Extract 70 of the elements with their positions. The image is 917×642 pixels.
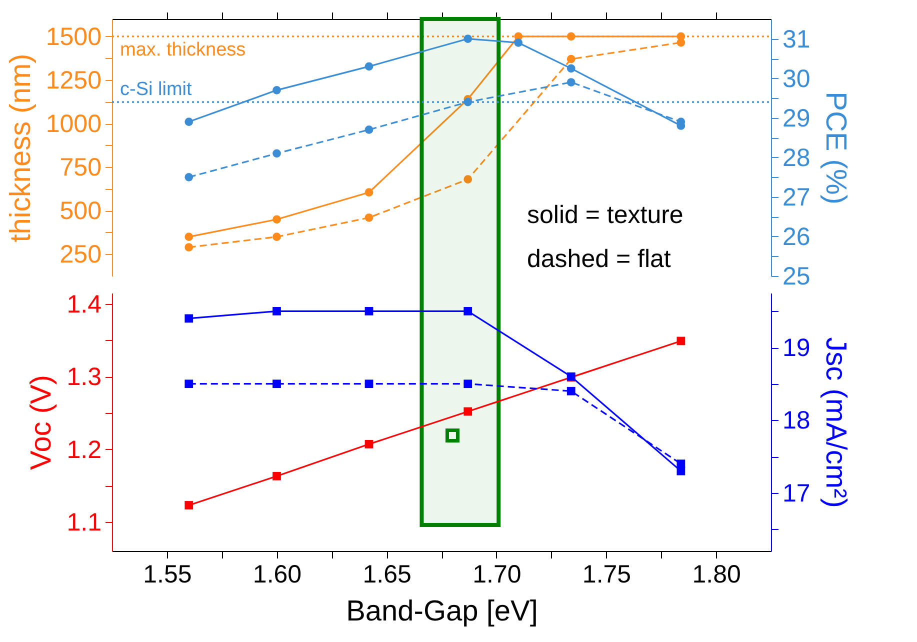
y2-tick-label: 29 <box>782 104 810 132</box>
point <box>184 501 194 510</box>
point <box>464 306 472 316</box>
point <box>464 98 472 106</box>
y2-tick-label: 25 <box>782 262 810 290</box>
x-tick-label: 1.75 <box>582 560 632 588</box>
y-tick-label: 1.3 <box>66 363 102 392</box>
point <box>364 380 374 388</box>
y2-axis-title: PCE (%) <box>819 92 852 204</box>
point <box>464 34 472 43</box>
y-tick-label: 1250 <box>46 66 102 94</box>
point <box>184 118 194 126</box>
point <box>272 149 281 158</box>
annotation: dashed = flat <box>527 245 671 273</box>
point <box>464 380 472 388</box>
y-tick-label: 1000 <box>46 110 102 138</box>
y2-tick-label: 19 <box>782 334 810 362</box>
y2-axis-title: Jsc (mA/cm²) <box>819 337 852 508</box>
point <box>272 380 281 388</box>
x-axis-title: Band-Gap [eV] <box>346 596 538 628</box>
y-tick-label: 1500 <box>46 22 102 51</box>
y2-tick-label: 28 <box>782 144 810 172</box>
x-tick-label: 1.80 <box>692 560 741 588</box>
y-tick-label: 500 <box>60 197 102 226</box>
point <box>464 407 472 416</box>
point <box>184 243 194 252</box>
point <box>566 54 576 64</box>
point <box>364 126 374 134</box>
point <box>184 232 194 241</box>
y2-tick-label: 31 <box>782 25 810 54</box>
point <box>272 86 281 94</box>
point <box>566 64 576 73</box>
y2-tick-label: 26 <box>782 222 810 251</box>
point <box>272 232 281 241</box>
y-tick-label: 1.2 <box>66 436 102 464</box>
point <box>272 472 281 480</box>
y2-tick-label: 27 <box>782 183 810 212</box>
point <box>364 62 374 71</box>
point <box>364 440 374 448</box>
point <box>514 38 523 47</box>
point <box>445 428 460 442</box>
point <box>364 213 374 222</box>
y-tick-label: 1.1 <box>66 508 102 536</box>
y2-tick-label: 17 <box>782 479 810 508</box>
point <box>464 175 472 184</box>
point <box>566 386 576 396</box>
y-tick-label: 250 <box>60 240 102 269</box>
x-tick-label: 1.65 <box>362 560 412 588</box>
point <box>272 215 281 224</box>
point <box>184 380 194 388</box>
point <box>364 306 374 316</box>
y-axis-title: thickness (nm) <box>4 54 37 242</box>
point <box>364 188 374 197</box>
ref-line-label: max. thickness <box>120 39 246 60</box>
x-tick-label: 1.60 <box>252 560 302 588</box>
point <box>184 172 194 182</box>
point <box>676 336 686 346</box>
y-tick-label: 1.4 <box>66 290 102 318</box>
point <box>272 306 281 316</box>
y2-tick-label: 30 <box>782 64 810 93</box>
annotation: solid = texture <box>527 201 684 229</box>
x-tick-label: 1.70 <box>472 560 522 588</box>
point <box>184 314 194 323</box>
y-axis-title: Voc (V) <box>26 374 58 470</box>
y2-tick-label: 18 <box>782 406 810 435</box>
point <box>676 460 686 468</box>
point <box>566 78 576 86</box>
y-tick-label: 750 <box>60 154 102 182</box>
ref-line-label: c-Si limit <box>120 79 192 100</box>
x-tick-label: 1.55 <box>143 560 192 588</box>
